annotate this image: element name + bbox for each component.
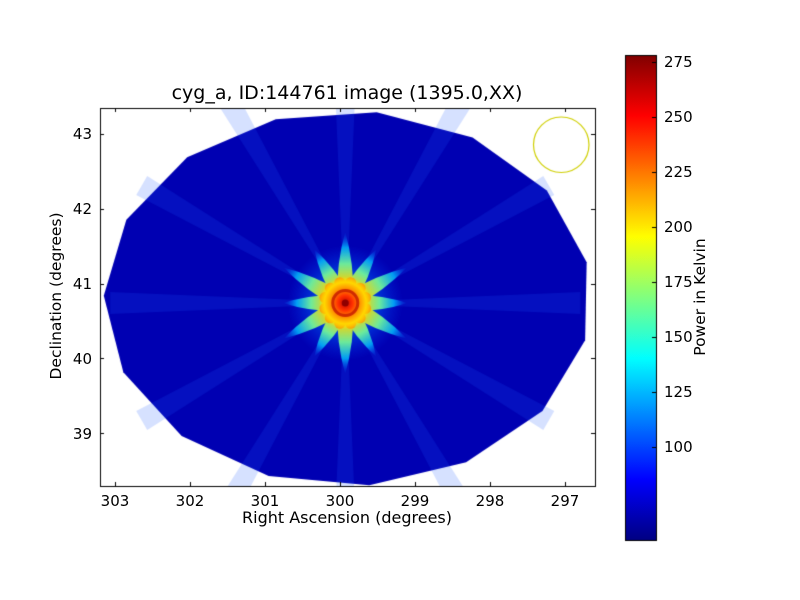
colorbar-tick-label: 275 bbox=[664, 52, 693, 71]
colorbar-tick-label: 150 bbox=[664, 328, 693, 347]
x-axis-label: Right Ascension (degrees) bbox=[242, 508, 452, 527]
colorbar-tick-label: 100 bbox=[664, 438, 693, 457]
y-tick-label: 43 bbox=[72, 124, 92, 143]
y-tick-label: 40 bbox=[72, 349, 92, 368]
colorbar-tick-label: 250 bbox=[664, 107, 693, 126]
colorbar-label: Power in Kelvin bbox=[691, 238, 709, 356]
x-tick-label: 303 bbox=[100, 492, 130, 510]
x-tick-label: 301 bbox=[250, 492, 280, 510]
y-tick-label: 41 bbox=[72, 274, 92, 293]
x-tick-label: 300 bbox=[325, 492, 355, 510]
x-tick-label: 302 bbox=[175, 492, 205, 510]
x-tick-label: 299 bbox=[400, 492, 430, 510]
y-tick-label: 39 bbox=[72, 424, 92, 443]
colorbar-tick-label: 125 bbox=[664, 383, 693, 402]
colorbar-tick-label: 225 bbox=[664, 162, 693, 181]
colorbar-tick-label: 200 bbox=[664, 217, 693, 236]
colorbar-tick-label: 175 bbox=[664, 273, 693, 292]
y-tick-label: 42 bbox=[72, 199, 92, 218]
figure-title: cyg_a, ID:144761 image (1395.0,XX) bbox=[171, 82, 523, 104]
x-tick-label: 298 bbox=[475, 492, 505, 510]
y-axis-label: Declination (degrees) bbox=[47, 212, 65, 380]
x-tick-label: 297 bbox=[550, 492, 580, 510]
